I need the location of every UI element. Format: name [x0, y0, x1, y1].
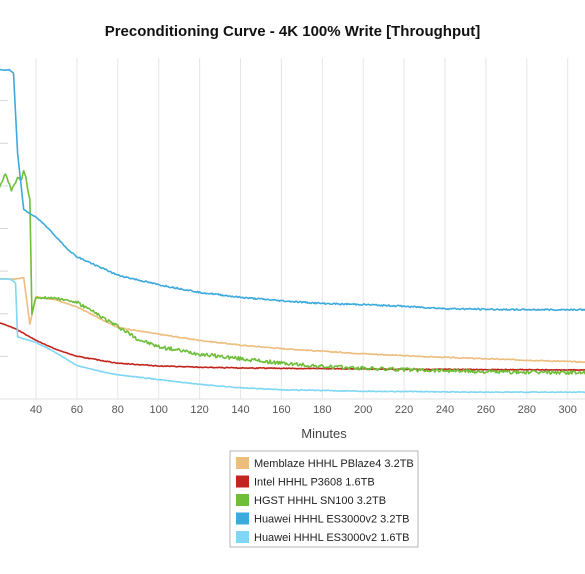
legend-label-4: Huawei HHHL ES3000v2 1.6TB [254, 532, 410, 544]
x-tick-label-10: 240 [436, 404, 454, 416]
x-tick-label-4: 120 [190, 404, 208, 416]
x-tick-label-6: 160 [272, 404, 290, 416]
x-tick-label-3: 100 [150, 404, 168, 416]
legend-box [229, 450, 419, 548]
series-line-0 [0, 276, 585, 364]
x-tick-label-0: 40 [30, 404, 42, 416]
legend-swatch-3 [236, 512, 249, 525]
series-line-2 [0, 169, 585, 375]
x-tick-label-7: 180 [313, 404, 331, 416]
legend-swatch-0 [236, 457, 249, 469]
legend-label-1: Intel HHHL P3608 1.6TB [254, 477, 375, 489]
grid [0, 58, 569, 399]
legend: Memblaze HHHL PBlaze4 3.2TB Intel HHHL P3… [229, 450, 419, 548]
x-tick-labels: 40 60 80 100 120 140 160 180 200 220 240 260 280 300 [30, 404, 577, 416]
series-line-4 [0, 277, 585, 394]
series-line-3 [0, 68, 585, 312]
x-tick-label-13: 300 [559, 404, 577, 416]
x-tick-label-9: 220 [395, 404, 413, 416]
chart-title: Preconditioning Curve - 4K 100% Write [T… [105, 23, 481, 40]
x-tick-label-5: 140 [231, 404, 249, 416]
legend-swatch-2 [236, 494, 249, 506]
legend-label-2: HGST HHHL SN100 3.2TB [254, 495, 386, 507]
legend-swatch-1 [236, 475, 249, 488]
legend-label-3: Huawei HHHL ES3000v2 3.2TB [254, 514, 410, 526]
x-tick-label-2: 80 [112, 404, 124, 416]
x-tick-label-1: 60 [71, 404, 83, 416]
x-tick-label-12: 280 [518, 404, 536, 416]
legend-swatch-4 [236, 531, 249, 543]
x-tick-label-11: 260 [477, 404, 495, 416]
series-group [0, 68, 585, 394]
x-axis-label: Minutes [301, 426, 347, 441]
legend-label-0: Memblaze HHHL PBlaze4 3.2TB [254, 458, 414, 470]
x-tick-label-8: 200 [354, 404, 372, 416]
